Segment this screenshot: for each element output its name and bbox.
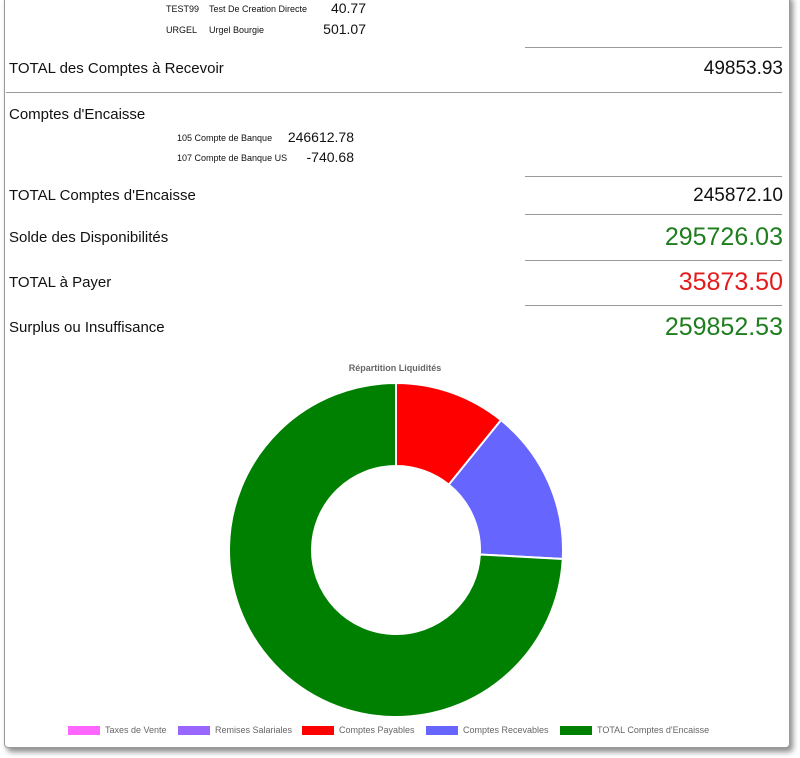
legend-item[interactable]: Remises Salariales bbox=[178, 722, 292, 738]
legend-swatch bbox=[302, 725, 334, 735]
cash-total-amount: 245872.10 bbox=[693, 185, 783, 206]
total-rule bbox=[525, 260, 782, 261]
surplus-amount: 259852.53 bbox=[664, 313, 783, 341]
cash-total-label: TOTAL Comptes d'Encaisse bbox=[9, 187, 196, 204]
receivable-amount: 501.07 bbox=[323, 21, 366, 37]
total-rule bbox=[525, 214, 782, 215]
cash-section-title: Comptes d'Encaisse bbox=[9, 106, 146, 123]
receivable-name: Urgel Bourgie bbox=[209, 25, 265, 35]
legend-label: Comptes Payables bbox=[339, 725, 415, 735]
receivables-total-amount: 49853.93 bbox=[703, 58, 783, 79]
receivables-total-label: TOTAL des Comptes à Recevoir bbox=[9, 60, 224, 77]
legend-label: Comptes Recevables bbox=[463, 725, 549, 735]
legend-label: TOTAL Comptes d'Encaisse bbox=[597, 725, 710, 735]
available-balance-label: Solde des Disponibilités bbox=[9, 229, 169, 246]
donut-slice bbox=[228, 381, 564, 718]
legend-label: Taxes de Vente bbox=[105, 725, 167, 735]
cash-account-amount: 246612.78 bbox=[287, 129, 354, 145]
legend-item[interactable]: Comptes Payables bbox=[302, 722, 415, 738]
available-balance-amount: 295726.03 bbox=[664, 223, 783, 251]
surplus-label: Surplus ou Insuffisance bbox=[9, 319, 165, 336]
total-rule bbox=[525, 47, 782, 48]
receivable-name: Test De Creation Directe bbox=[209, 4, 308, 14]
total-payable-amount: 35873.50 bbox=[678, 268, 783, 296]
total-rule bbox=[525, 176, 782, 177]
total-payable-label: TOTAL à Payer bbox=[9, 274, 112, 291]
chart-legend: Taxes de Vente Remises Salariales Comptes … bbox=[0, 722, 800, 738]
cash-account-amount: -740.68 bbox=[306, 149, 354, 165]
receivable-amount: 40.77 bbox=[330, 0, 366, 16]
receivable-code: URGEL bbox=[166, 25, 198, 35]
legend-item[interactable]: Comptes Recevables bbox=[426, 722, 549, 738]
legend-item[interactable]: TOTAL Comptes d'Encaisse bbox=[560, 722, 709, 738]
legend-swatch bbox=[426, 725, 458, 735]
legend-swatch bbox=[68, 725, 100, 735]
legend-swatch bbox=[560, 725, 592, 735]
cash-account-name: 105 Compte de Banque bbox=[177, 133, 273, 143]
section-divider bbox=[6, 92, 782, 93]
legend-item[interactable]: Taxes de Vente bbox=[68, 722, 167, 738]
legend-swatch bbox=[178, 725, 210, 735]
chart-title: Répartition Liquidités bbox=[348, 363, 442, 373]
cash-account-name: 107 Compte de Banque US bbox=[177, 153, 288, 163]
report-card bbox=[4, 0, 790, 748]
receivable-code: TEST99 bbox=[166, 4, 200, 14]
legend-label: Remises Salariales bbox=[215, 725, 293, 735]
total-rule bbox=[525, 305, 782, 306]
